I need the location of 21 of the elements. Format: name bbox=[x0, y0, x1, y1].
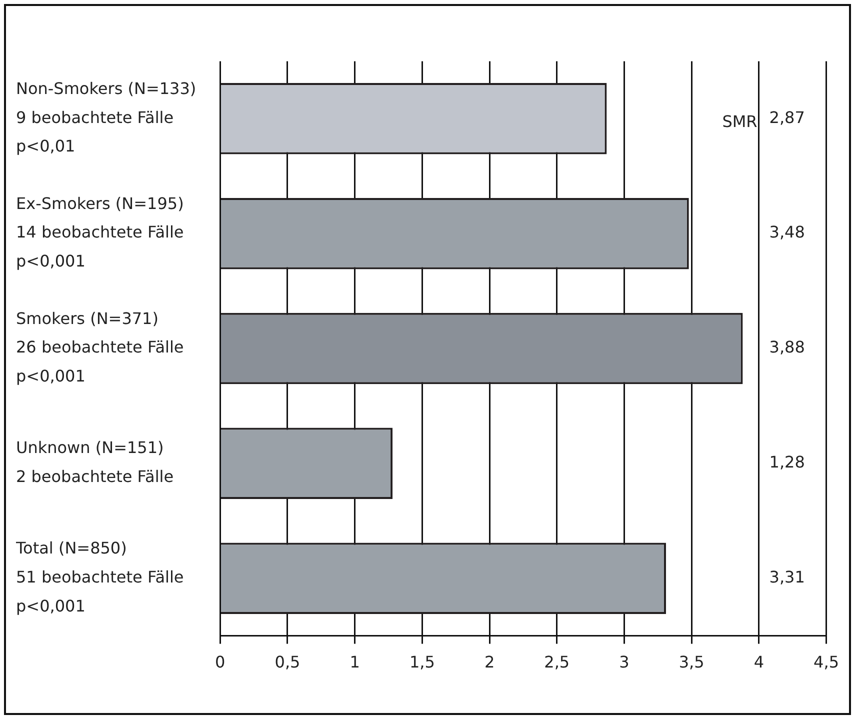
y-tick-label: Ex-Smokers (N=195) 14 beobachtete Fälle p<0,001 bbox=[16, 194, 184, 271]
y-tick-label: Total (N=850) 51 beobachtete Fälle p<0,001 bbox=[15, 538, 184, 616]
annotation: SMR bbox=[722, 112, 758, 131]
data-label: 3,48 bbox=[769, 222, 805, 242]
x-tick-label: 0 bbox=[215, 652, 226, 672]
data-label: 3,88 bbox=[769, 338, 805, 357]
data-label: 3,31 bbox=[769, 567, 805, 586]
x-tick-label: 1,5 bbox=[409, 652, 435, 672]
y-tick-label: Unknown (N=151) 2 beobachtete Fälle bbox=[16, 438, 174, 486]
y-tick-label: Smokers (N=371) 26 beobachtete Fälle p<0,001 bbox=[16, 308, 184, 386]
x-tick-label: 3 bbox=[619, 652, 630, 672]
x-tick-label: 2,5 bbox=[544, 652, 570, 672]
x-tick-label: 0,5 bbox=[274, 652, 300, 672]
data-label: 2,87 bbox=[769, 108, 805, 127]
x-tick-label: 3,5 bbox=[678, 652, 704, 672]
x-tick-label: 1 bbox=[350, 652, 360, 672]
x-tick-label: 4,5 bbox=[814, 652, 840, 672]
data-label: 1,28 bbox=[769, 452, 805, 472]
y-tick-label: Non-Smokers (N=133) 9 beobachtete Fälle p<0,01 bbox=[16, 79, 196, 156]
x-tick-label: 2 bbox=[484, 652, 495, 672]
x-tick-label: 4 bbox=[754, 652, 764, 672]
